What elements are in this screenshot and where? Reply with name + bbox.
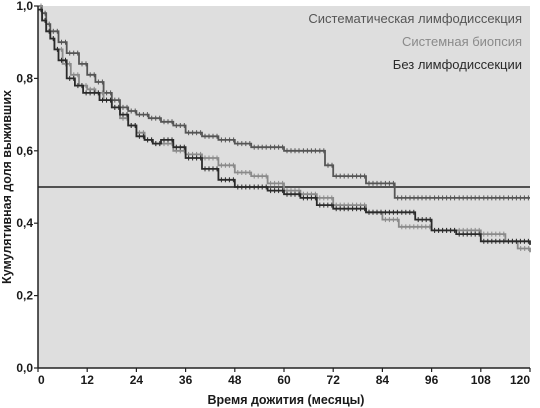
- y-tick-label: 0,0: [16, 361, 33, 375]
- x-tick-label: 12: [81, 373, 95, 387]
- x-tick-label: 60: [277, 373, 291, 387]
- y-ticks: 0,0 0,2 0,4 0,6 0,8 1,0: [16, 0, 38, 375]
- y-tick-label: 0,4: [16, 216, 33, 230]
- y-tick-label: 0,6: [16, 144, 33, 158]
- y-tick-label: 1,0: [16, 0, 33, 13]
- x-tick-label: 84: [376, 373, 390, 387]
- legend-entry-3: Без лимфодиссекции: [393, 57, 522, 72]
- legend-entry-2: Системная биопсия: [402, 34, 522, 49]
- censor-marks-3: [40, 7, 529, 244]
- y-axis-title: Кумулятивная доля выживших: [0, 90, 14, 284]
- legend-entry-1: Систематическая лимфодиссекция: [308, 11, 522, 26]
- series-line-3: [38, 8, 531, 245]
- legend: Систематическая лимфодиссекция Системная …: [308, 11, 522, 72]
- x-tick-label: 120: [510, 373, 530, 387]
- x-tick-label: 36: [179, 373, 193, 387]
- x-tick-label: 48: [228, 373, 242, 387]
- y-tick-label: 0,2: [16, 289, 33, 303]
- x-axis-title: Время дожития (месяцы): [208, 393, 365, 407]
- x-tick-label: 108: [471, 373, 491, 387]
- x-tick-label: 96: [425, 373, 439, 387]
- x-tick-label: 24: [130, 373, 144, 387]
- series-layer: [38, 3, 531, 253]
- x-tick-label: 0: [38, 373, 45, 387]
- x-tick-label: 72: [327, 373, 341, 387]
- y-tick-label: 0,8: [16, 71, 33, 85]
- x-ticks: 0 12 24 36 48 60 72 84 96 108 120: [37, 368, 531, 387]
- censor-marks-1: [40, 3, 529, 201]
- series-line-1: [38, 5, 530, 199]
